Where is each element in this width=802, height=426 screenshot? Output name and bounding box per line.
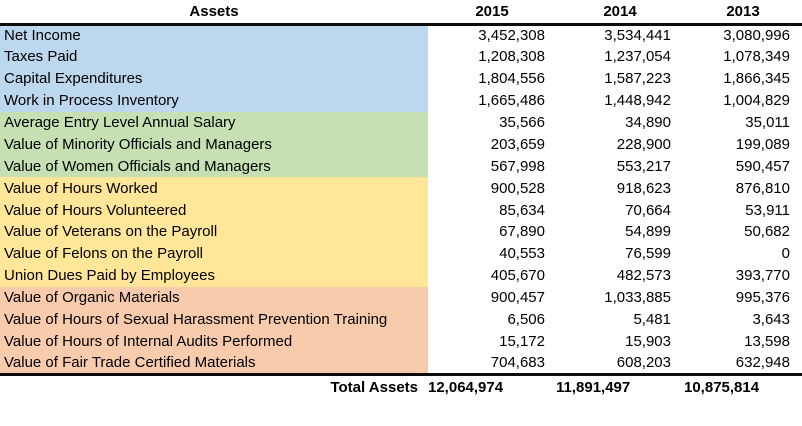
row-value-2013[interactable]: 1,004,829	[684, 89, 802, 112]
table-row: Value of Felons on the Payroll 40,553 76,5…	[0, 242, 802, 265]
table-footer: Total Assets 12,064,974 11,891,497 10,87…	[0, 372, 802, 398]
year-header-2014[interactable]: 2014	[556, 0, 684, 26]
row-label[interactable]: Value of Organic Materials	[0, 286, 428, 309]
table-row: Work in Process Inventory 1,665,486 1,448,…	[0, 89, 802, 112]
row-value-2014[interactable]: 5,481	[556, 308, 684, 331]
row-label[interactable]: Value of Fair Trade Certified Materials	[0, 352, 428, 375]
row-value-2013[interactable]: 590,457	[684, 155, 802, 178]
row-value-2015[interactable]: 3,452,308	[428, 24, 556, 46]
row-value-2015[interactable]: 85,634	[428, 199, 556, 222]
row-value-2015[interactable]: 6,506	[428, 308, 556, 331]
table-row: Value of Hours of Internal Audits Perfor…	[0, 330, 802, 353]
table-row: Union Dues Paid by Employees 405,670 482,5…	[0, 264, 802, 287]
row-value-2014[interactable]: 76,599	[556, 242, 684, 265]
table-row: Capital Expenditures 1,804,556 1,587,223 1,…	[0, 67, 802, 90]
assets-table: Assets 2015 2014 2013 Net Income 3,452,30…	[0, 0, 802, 398]
row-value-2013[interactable]: 3,643	[684, 308, 802, 331]
row-value-2015[interactable]: 405,670	[428, 264, 556, 287]
row-label[interactable]: Value of Minority Officials and Managers	[0, 133, 428, 156]
year-header-2013[interactable]: 2013	[684, 0, 802, 26]
row-value-2013[interactable]: 1,866,345	[684, 67, 802, 90]
row-value-2013[interactable]: 632,948	[684, 352, 802, 375]
row-label[interactable]: Value of Hours Volunteered	[0, 199, 428, 222]
total-value-2014[interactable]: 11,891,497	[556, 372, 684, 398]
row-label[interactable]: Value of Felons on the Payroll	[0, 242, 428, 265]
row-value-2013[interactable]: 1,078,349	[684, 45, 802, 68]
row-value-2015[interactable]: 567,998	[428, 155, 556, 178]
row-label[interactable]: Average Entry Level Annual Salary	[0, 111, 428, 134]
row-value-2014[interactable]: 3,534,441	[556, 24, 684, 46]
row-value-2014[interactable]: 54,899	[556, 221, 684, 243]
table-row: Net Income 3,452,308 3,534,441 3,080,996	[0, 24, 802, 46]
row-value-2015[interactable]: 35,566	[428, 111, 556, 134]
row-value-2015[interactable]: 203,659	[428, 133, 556, 156]
row-label[interactable]: Value of Veterans on the Payroll	[0, 221, 428, 243]
table-row: Taxes Paid 1,208,308 1,237,054 1,078,349	[0, 45, 802, 68]
row-label[interactable]: Capital Expenditures	[0, 67, 428, 90]
table-header: Assets 2015 2014 2013	[0, 0, 802, 26]
row-value-2013[interactable]: 199,089	[684, 133, 802, 156]
table-row: Value of Fair Trade Certified Materials 7…	[0, 352, 802, 375]
header-row: Assets 2015 2014 2013	[0, 0, 802, 26]
table-row: Value of Hours Worked 900,528 918,623 876,8…	[0, 177, 802, 200]
row-value-2014[interactable]: 553,217	[556, 155, 684, 178]
row-value-2015[interactable]: 67,890	[428, 221, 556, 243]
row-value-2014[interactable]: 70,664	[556, 199, 684, 222]
table-row: Value of Women Officials and Managers 567…	[0, 155, 802, 178]
row-label[interactable]: Value of Hours Worked	[0, 177, 428, 200]
row-value-2014[interactable]: 1,033,885	[556, 286, 684, 309]
row-value-2015[interactable]: 900,457	[428, 286, 556, 309]
row-value-2013[interactable]: 50,682	[684, 221, 802, 243]
row-value-2014[interactable]: 1,448,942	[556, 89, 684, 112]
table-row: Value of Hours Volunteered 85,634 70,664 53…	[0, 199, 802, 222]
table-row: Value of Hours of Sexual Harassment Prev…	[0, 308, 802, 331]
row-value-2014[interactable]: 1,587,223	[556, 67, 684, 90]
table-row: Value of Veterans on the Payroll 67,890 54…	[0, 221, 802, 243]
row-label[interactable]: Value of Hours of Sexual Harassment Prev…	[0, 308, 428, 331]
row-label[interactable]: Union Dues Paid by Employees	[0, 264, 428, 287]
row-label[interactable]: Taxes Paid	[0, 45, 428, 68]
row-label[interactable]: Net Income	[0, 24, 428, 46]
row-value-2013[interactable]: 53,911	[684, 199, 802, 222]
row-value-2013[interactable]: 876,810	[684, 177, 802, 200]
row-value-2013[interactable]: 0	[684, 242, 802, 265]
total-value-2015[interactable]: 12,064,974	[428, 372, 556, 398]
row-value-2015[interactable]: 40,553	[428, 242, 556, 265]
row-value-2013[interactable]: 393,770	[684, 264, 802, 287]
row-value-2013[interactable]: 35,011	[684, 111, 802, 134]
row-label[interactable]: Work in Process Inventory	[0, 89, 428, 112]
row-value-2015[interactable]: 15,172	[428, 330, 556, 353]
total-assets-label[interactable]: Total Assets	[0, 372, 428, 398]
row-value-2013[interactable]: 3,080,996	[684, 24, 802, 46]
row-label[interactable]: Value of Women Officials and Managers	[0, 155, 428, 178]
row-value-2015[interactable]: 1,804,556	[428, 67, 556, 90]
row-value-2014[interactable]: 918,623	[556, 177, 684, 200]
row-value-2013[interactable]: 13,598	[684, 330, 802, 353]
total-row: Total Assets 12,064,974 11,891,497 10,87…	[0, 372, 802, 398]
row-value-2014[interactable]: 482,573	[556, 264, 684, 287]
table-row: Value of Minority Officials and Managers…	[0, 133, 802, 156]
row-value-2015[interactable]: 1,665,486	[428, 89, 556, 112]
table-row: Average Entry Level Annual Salary 35,566 3…	[0, 111, 802, 134]
year-header-2015[interactable]: 2015	[428, 0, 556, 26]
row-value-2014[interactable]: 608,203	[556, 352, 684, 375]
row-value-2015[interactable]: 704,683	[428, 352, 556, 375]
row-value-2014[interactable]: 34,890	[556, 111, 684, 134]
total-value-2013[interactable]: 10,875,814	[684, 372, 802, 398]
row-value-2015[interactable]: 900,528	[428, 177, 556, 200]
table-body: Net Income 3,452,308 3,534,441 3,080,996 Tax…	[0, 24, 802, 375]
row-value-2014[interactable]: 1,237,054	[556, 45, 684, 68]
row-label[interactable]: Value of Hours of Internal Audits Perfor…	[0, 330, 428, 353]
assets-column-header[interactable]: Assets	[0, 0, 428, 26]
row-value-2013[interactable]: 995,376	[684, 286, 802, 309]
row-value-2014[interactable]: 228,900	[556, 133, 684, 156]
table-row: Value of Organic Materials 900,457 1,033,8…	[0, 286, 802, 309]
row-value-2015[interactable]: 1,208,308	[428, 45, 556, 68]
row-value-2014[interactable]: 15,903	[556, 330, 684, 353]
